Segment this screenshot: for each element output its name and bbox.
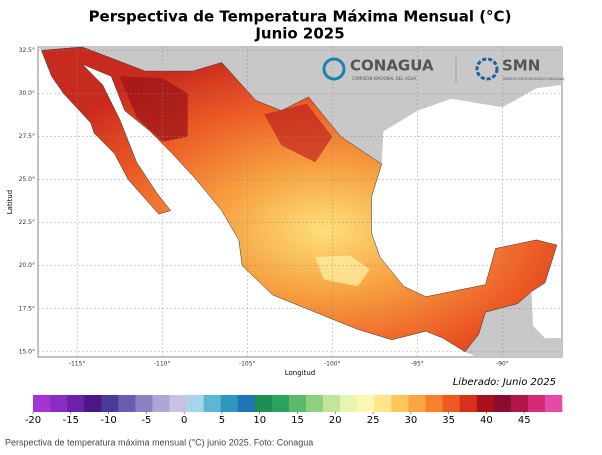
y-tick-label: 15.0° [19,348,35,355]
colorbar-swatch [237,395,256,412]
colorbar-tick-label: 20 [329,415,342,426]
colorbar-swatch [544,395,563,412]
colorbar-swatch [288,395,307,412]
y-axis-label: Latitud [6,190,14,215]
colorbar-swatch [391,395,409,412]
colorbar-swatch [67,395,85,412]
released: Liberado: Junio 2025 [453,377,556,388]
colorbar-tick-label: 5 [219,415,225,426]
colorbar-tick-label: 35 [442,415,455,426]
colorbar-swatch [271,395,290,412]
colorbar-tick-label: 0 [181,415,187,426]
y-tick-label: 20.0° [19,262,35,269]
colorbar-swatch [510,395,529,412]
x-tick-label: -90° [496,361,509,368]
colorbar-tick-label: 30 [404,415,417,426]
x-axis-label: Longitud [285,369,316,377]
colorbar-swatch [476,395,495,412]
colorbar-swatch [374,395,392,412]
colorbar-swatch [203,395,222,412]
colorbar-swatch [323,395,341,412]
colorbar-swatch [340,395,358,412]
colorbar-tick-label: 40 [480,415,493,426]
y-tick-label: 25.0° [19,176,35,183]
colorbar-swatch [118,395,136,412]
smn-logo: SMN [502,57,540,75]
colorbar-tick-label: -15 [63,415,79,426]
usa-land [38,47,562,165]
central-america-land [465,291,562,357]
colorbar-swatch [408,395,426,412]
colorbar-tick-label: 15 [291,415,304,426]
x-tick-label: -100° [324,361,341,368]
conagua-subtitle: COMISIÓN NACIONAL DEL AGUA [352,76,417,81]
y-tick-label: 32.5° [19,47,35,54]
subtitle: Junio 2025 [254,25,344,43]
colorbar-swatch [33,395,51,412]
smn-subtitle: SERVICIO METEOROLÓGICO NACIONAL [503,76,565,81]
colorbar-swatch [101,395,119,412]
title: Perspectiva de Temperatura Máxima Mensua… [89,8,512,26]
y-tick-label: 30.0° [19,90,35,97]
colorbar-swatch [135,395,153,412]
colorbar-swatch [459,395,477,412]
colorbar-swatch [425,395,443,412]
hot-region [119,76,188,142]
conagua-logo-mark [322,57,346,81]
colorbar-swatch [220,395,239,412]
conagua-logo: CONAGUA [350,57,434,75]
colorbar-swatch [169,395,187,412]
mild-region [315,255,370,287]
colorbar-swatch [357,395,375,412]
y-tick-label: 27.5° [19,133,35,140]
y-tick-label: 22.5° [19,219,35,226]
colorbar-swatch [50,395,68,412]
map: -115° -110° -105° -100° -95° -90° 32.5° 30.0° 27… [6,46,565,377]
x-tick-label: -110° [154,361,171,368]
colorbar-swatch [186,395,204,412]
colorbar-swatch [254,395,273,412]
colorbar-tick-label: -10 [100,415,116,426]
colorbar-swatch [306,395,324,412]
colorbar-swatch [84,395,102,412]
colorbar: -20 -15 -10 -5 0 5 10 15 20 25 30 35 40 45 [25,395,563,426]
colorbar-tick-label: 10 [253,415,266,426]
colorbar-swatch [442,395,460,412]
x-tick-label: -115° [69,361,86,368]
colorbar-swatch [493,395,512,412]
colorbar-swatch [152,395,170,412]
y-tick-label: 17.5° [19,305,35,312]
caption: Perspectiva de temperatura máxima mensua… [5,437,313,447]
smn-logo-mark [475,57,499,81]
x-tick-label: -105° [239,361,256,368]
x-tick-label: -95° [411,361,424,368]
colorbar-swatch [527,395,546,412]
colorbar-tick-label: 25 [367,415,380,426]
colorbar-tick-label: -5 [141,415,151,426]
hot-region [264,103,333,163]
colorbar-tick-label: -20 [25,415,41,426]
colorbar-tick-label: 45 [518,415,531,426]
